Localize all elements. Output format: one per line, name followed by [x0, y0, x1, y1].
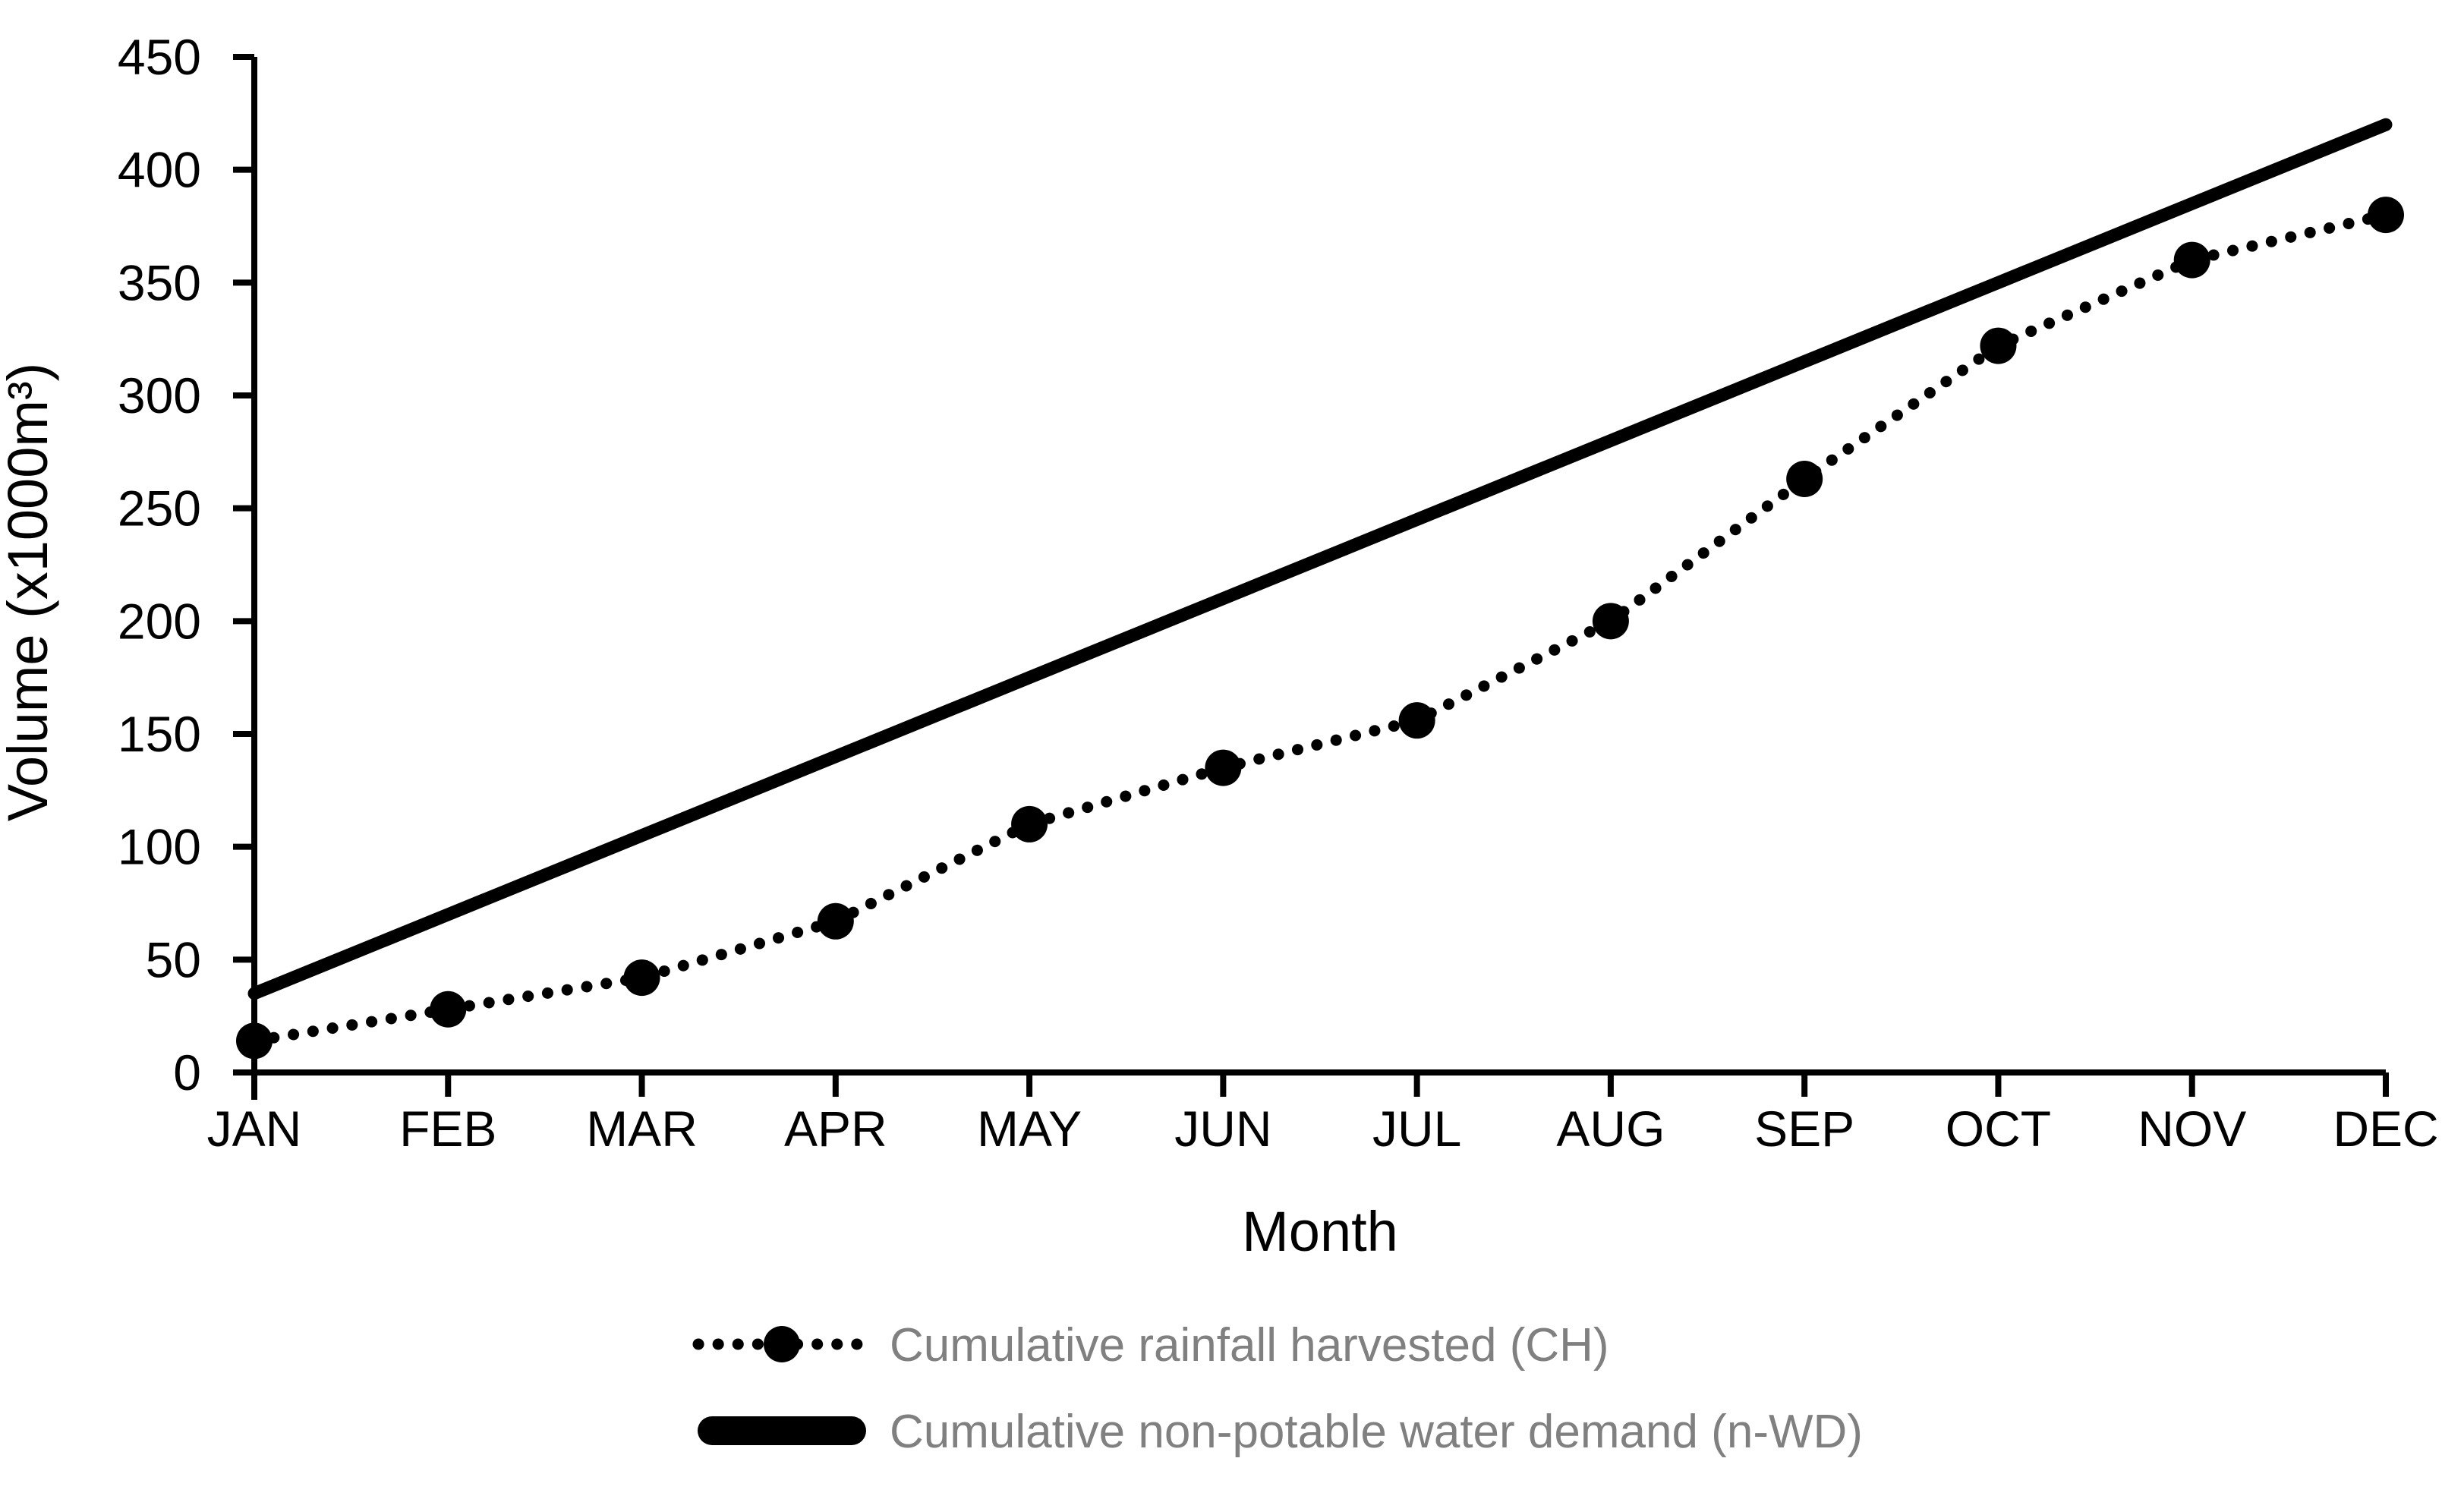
y-axis-title: Volume (x1000m³)	[0, 363, 59, 822]
legend-label: Cumulative rainfall harvested (CH)	[890, 1319, 1609, 1372]
ch-marker	[1398, 702, 1435, 739]
y-tick-label: 50	[146, 931, 201, 987]
ch-marker	[2173, 241, 2210, 279]
x-tick-label: OCT	[1946, 1101, 2051, 1157]
ch-marker	[2368, 197, 2404, 234]
series-layer	[236, 118, 2404, 1060]
ch-marker	[817, 902, 854, 940]
axes-layer: 0 50 100 150 200 250 300 350 400 450 JAN FEB MAR APR M…	[118, 29, 2439, 1157]
legend-layer: Cumulative rainfall harvested (CH) Cumula…	[692, 1319, 1863, 1458]
ch-marker	[623, 959, 660, 997]
y-tick-label: 400	[118, 142, 201, 198]
x-tick-label: AUG	[1556, 1101, 1665, 1157]
legend-swatch-ch-marker	[764, 1326, 800, 1362]
x-tick-label: FEB	[399, 1101, 496, 1157]
y-tick-label: 450	[118, 29, 201, 85]
x-tick-label: DEC	[2333, 1101, 2438, 1157]
ch-marker	[1592, 603, 1629, 640]
x-tick-label: JAN	[207, 1101, 302, 1157]
x-axis-title: Month	[1242, 1200, 1398, 1263]
ch-marker	[236, 1022, 273, 1060]
x-tick-label: JUL	[1372, 1101, 1461, 1157]
y-tick-label: 250	[118, 480, 201, 537]
x-tick-label: SEP	[1754, 1101, 1854, 1157]
y-tick-label: 0	[173, 1044, 201, 1101]
ch-marker	[1011, 805, 1048, 842]
x-tick-label: NOV	[2138, 1101, 2246, 1157]
nwd-solid-line	[247, 118, 2393, 1000]
x-tick-label: APR	[784, 1101, 887, 1157]
y-tick-label: 150	[118, 706, 201, 762]
x-tick-label: JUN	[1174, 1101, 1271, 1157]
x-tick-label: MAY	[977, 1101, 1082, 1157]
y-tick-label: 100	[118, 819, 201, 875]
ch-marker	[1980, 327, 2017, 364]
ch-dotted-line	[248, 209, 2392, 1047]
ch-marker	[1205, 749, 1242, 786]
y-tick-label: 200	[118, 593, 201, 649]
y-tick-label: 300	[118, 367, 201, 424]
legend-label: Cumulative non-potable water demand (n-W…	[890, 1406, 1863, 1458]
x-tick-label: MAR	[586, 1101, 698, 1157]
ch-marker	[430, 991, 467, 1028]
y-tick-label: 350	[118, 254, 201, 310]
ch-marker	[1786, 461, 1823, 498]
